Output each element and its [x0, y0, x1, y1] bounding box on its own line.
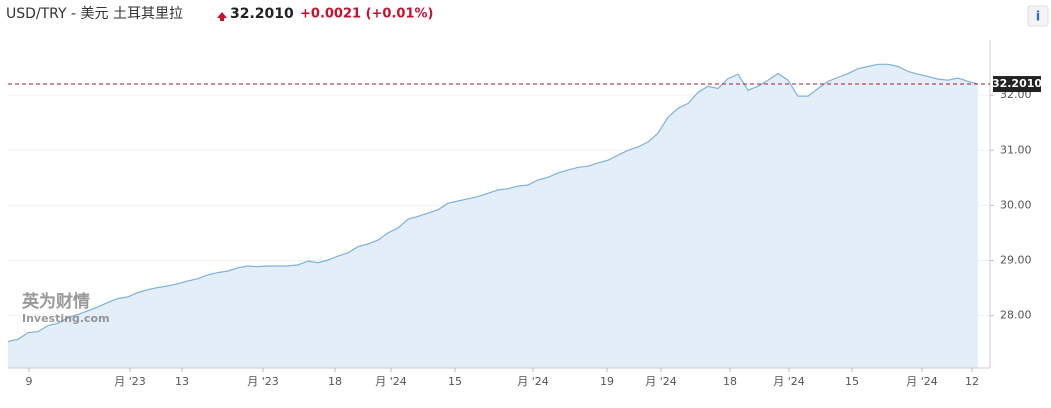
- x-tick-label: 12: [965, 375, 979, 388]
- y-tick-label: 30.00: [1000, 198, 1032, 211]
- x-tick-label: 13: [175, 375, 189, 388]
- last-price-box: [993, 76, 1041, 93]
- x-tick-label: 月 '24: [375, 375, 407, 388]
- watermark-brand: 英为财情: [22, 291, 90, 312]
- info-button[interactable]: [1027, 5, 1049, 27]
- x-tick-label: 19: [600, 375, 614, 388]
- x-tick-label: 月 '24: [906, 375, 938, 388]
- watermark-site: Investing.com: [22, 312, 110, 325]
- x-tick-label: 15: [448, 375, 462, 388]
- x-tick-label: 月 '23: [114, 375, 146, 388]
- x-tick-label: 月 '24: [517, 375, 549, 388]
- y-tick-label: 29.00: [1000, 254, 1032, 267]
- chart-title: USD/TRY - 美元 土耳其里拉: [6, 6, 183, 22]
- last-price-label: 32.2010: [992, 77, 1042, 90]
- x-tick-label: 月 '24: [645, 375, 677, 388]
- x-tick-label: 月 '23: [247, 375, 279, 388]
- x-tick-label: 18: [723, 375, 737, 388]
- price: 32.2010: [230, 6, 294, 22]
- info-icon[interactable]: i: [1036, 10, 1040, 25]
- price-change: +0.0021 (+0.01%): [300, 7, 433, 22]
- x-tick-label: 18: [328, 375, 342, 388]
- up-arrow: [217, 12, 227, 21]
- area-fill: [8, 64, 978, 369]
- x-tick-label: 月 '24: [773, 375, 805, 388]
- y-tick-label: 31.00: [1000, 143, 1032, 156]
- price-line: [7, 63, 979, 343]
- x-tick-label: 9: [26, 375, 33, 388]
- y-tick-label: 28.00: [1000, 309, 1032, 322]
- x-tick-label: 15: [845, 375, 859, 388]
